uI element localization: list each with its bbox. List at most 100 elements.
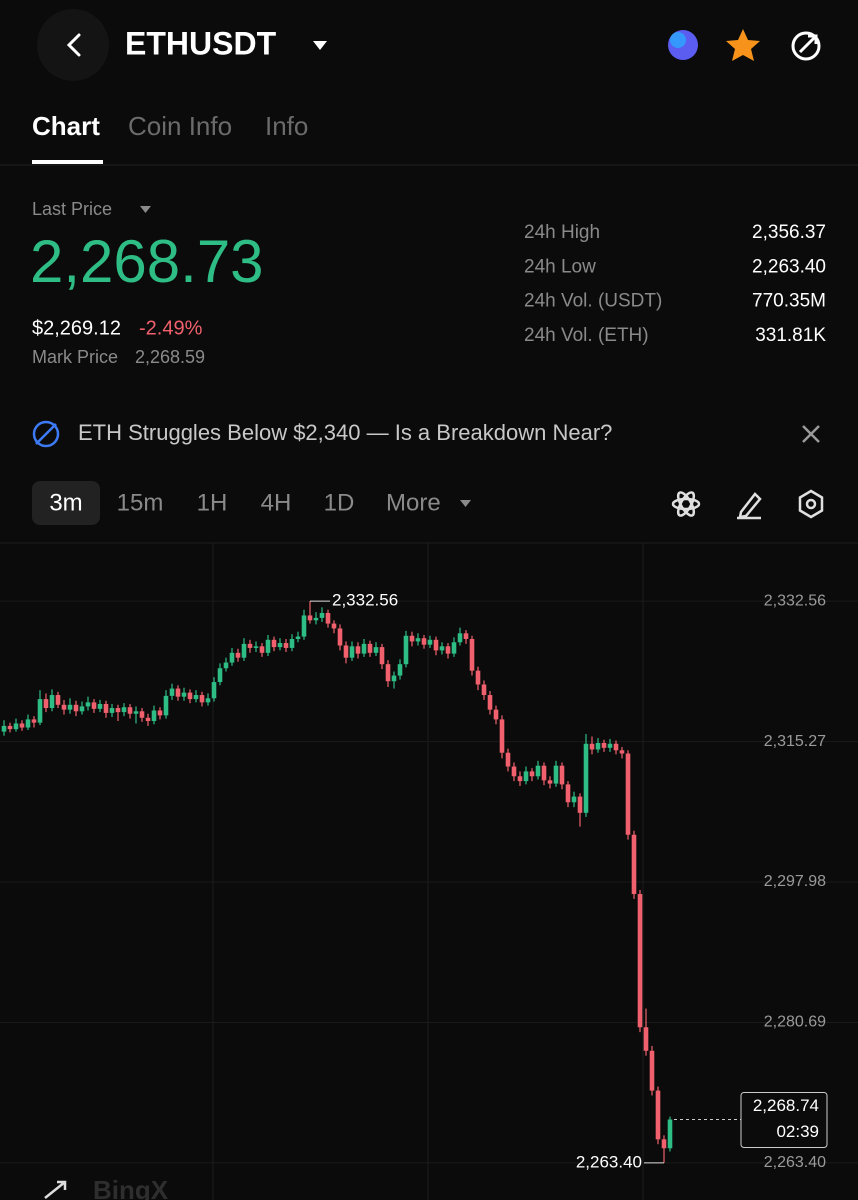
candle-body xyxy=(301,615,307,637)
candle-body xyxy=(511,766,517,777)
stat-label: 24h Low xyxy=(524,256,596,277)
stats: 24h High 2,356.37 24h Low 2,263.40 24h Vol. … xyxy=(524,222,826,346)
stat-value: 2,356.37 xyxy=(752,222,826,243)
candle-body xyxy=(193,695,199,700)
candle-body xyxy=(49,695,55,709)
candle-body xyxy=(643,1027,649,1051)
candle-body xyxy=(103,703,109,713)
candle-body xyxy=(157,710,163,716)
candle-body xyxy=(1,725,7,732)
candle-body xyxy=(451,642,457,654)
candle-body xyxy=(445,646,451,654)
candle-body xyxy=(241,643,247,658)
candle-body xyxy=(565,784,571,803)
candle-body xyxy=(487,695,493,710)
stat-label: 24h High xyxy=(524,222,600,243)
share-icon[interactable] xyxy=(791,31,821,61)
candle-body xyxy=(415,638,421,642)
candle-body xyxy=(463,633,469,640)
candle-body xyxy=(151,710,157,722)
last-price-box xyxy=(740,1092,828,1149)
news-icon-slash xyxy=(35,423,57,445)
price-type-dropdown[interactable] xyxy=(140,206,151,213)
settings-icon[interactable] xyxy=(798,489,824,519)
y-tick-label: 2,332.56 xyxy=(764,592,826,609)
candle-body xyxy=(439,646,445,651)
news-headline[interactable]: ETH Struggles Below $2,340 — Is a Breakd… xyxy=(78,420,612,445)
timeframe-more[interactable]: More xyxy=(386,489,441,516)
stat-value: 770.35M xyxy=(752,291,826,312)
candle-body xyxy=(295,636,301,640)
timeframe[interactable]: 3m xyxy=(49,489,82,516)
candle-body xyxy=(367,643,373,653)
tab[interactable]: Chart xyxy=(32,111,100,141)
candle-body xyxy=(253,646,259,648)
stat-label: 24h Vol. (ETH) xyxy=(524,325,649,346)
candle-body xyxy=(361,643,367,654)
news-close[interactable] xyxy=(802,425,820,443)
usd-price: $2,269.12 xyxy=(32,317,121,339)
candle-body xyxy=(133,711,139,714)
back-icon xyxy=(66,33,81,57)
indicator-icon[interactable] xyxy=(671,497,701,511)
candle-body xyxy=(7,725,13,730)
candle-body xyxy=(145,717,151,722)
indicator-icon-orbit xyxy=(676,491,696,517)
candle-body xyxy=(37,699,43,723)
candle-body xyxy=(523,771,529,782)
candle-body xyxy=(91,702,97,709)
candle-body xyxy=(349,646,355,658)
candle-body xyxy=(211,682,217,699)
tab[interactable]: Info xyxy=(265,111,308,141)
candle-body xyxy=(139,711,145,718)
candle-body xyxy=(325,613,331,624)
more-dropdown[interactable] xyxy=(460,500,471,507)
candle-body xyxy=(205,698,211,703)
y-tick-label: 2,315.27 xyxy=(764,733,826,750)
back-button[interactable] xyxy=(37,9,109,81)
ai-icon-highlight xyxy=(670,32,686,48)
candle-body xyxy=(13,723,19,730)
candle-body xyxy=(655,1090,661,1140)
candle-body xyxy=(277,643,283,648)
candle-body xyxy=(79,706,85,712)
timeframe[interactable]: 1H xyxy=(197,489,228,516)
stat-value: 331.81K xyxy=(755,325,826,346)
candle-body xyxy=(223,662,229,669)
candle-body xyxy=(115,708,121,713)
timeframe[interactable]: 15m xyxy=(117,489,164,516)
timeframe[interactable]: 4H xyxy=(261,489,292,516)
candle-body xyxy=(187,692,193,700)
countdown: 02:39 xyxy=(776,1122,819,1141)
timeframe[interactable]: 1D xyxy=(324,489,355,516)
candle-body xyxy=(631,834,637,895)
candle-body xyxy=(229,652,235,663)
price-type[interactable]: Last Price xyxy=(32,199,112,219)
watermark: BingX xyxy=(93,1175,169,1200)
candle-body xyxy=(97,703,103,709)
candle-body xyxy=(559,765,565,785)
symbol[interactable]: ETHUSDT xyxy=(125,25,277,61)
timeframe-selected-bg xyxy=(32,481,100,525)
candle-body xyxy=(319,613,325,618)
candle-body xyxy=(163,695,169,716)
candle-body xyxy=(613,743,619,751)
candle-body xyxy=(217,668,223,683)
candle-body xyxy=(433,639,439,651)
favorite-star[interactable] xyxy=(726,29,760,61)
indicator-icon-orbit xyxy=(676,491,696,517)
expand-icon[interactable] xyxy=(44,1180,67,1199)
high-label: 2,332.56 xyxy=(332,591,398,610)
candle-body xyxy=(19,723,25,728)
candle-body xyxy=(505,752,511,767)
candle-body xyxy=(199,695,205,703)
symbol-dropdown[interactable] xyxy=(313,41,327,50)
candle-body xyxy=(427,639,433,645)
draw-icon[interactable] xyxy=(737,492,762,520)
stat-label: 24h Vol. (USDT) xyxy=(524,291,662,312)
candle-body xyxy=(109,708,115,713)
tab[interactable]: Coin Info xyxy=(128,111,232,141)
